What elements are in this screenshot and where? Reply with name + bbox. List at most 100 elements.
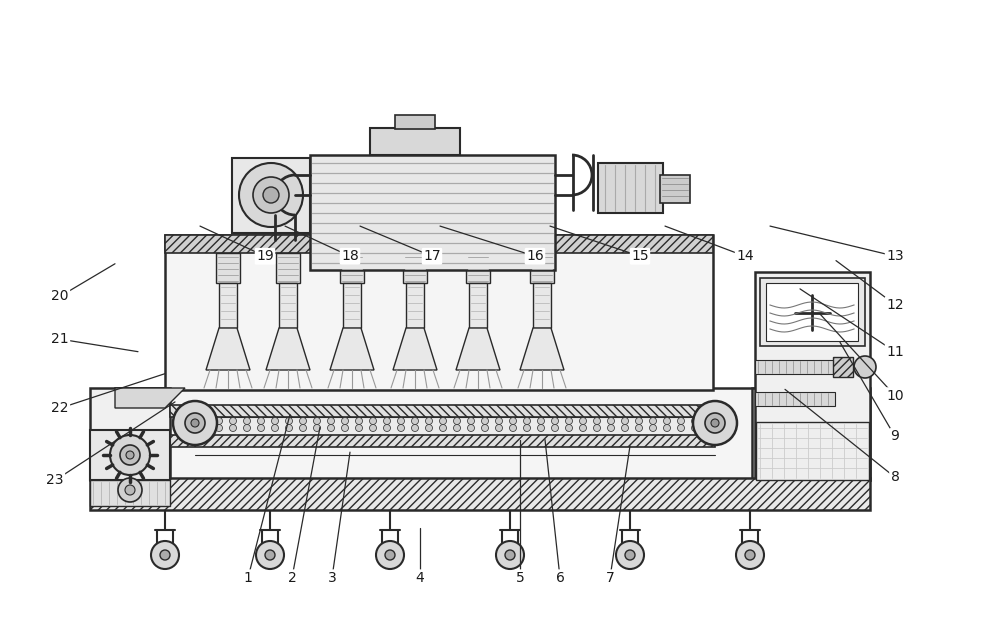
Bar bbox=[90, 480, 170, 506]
Circle shape bbox=[552, 425, 558, 431]
Bar bbox=[598, 163, 663, 213]
Circle shape bbox=[566, 425, 572, 431]
Circle shape bbox=[705, 413, 725, 433]
Circle shape bbox=[125, 485, 135, 495]
Circle shape bbox=[636, 418, 642, 425]
Bar bbox=[279, 283, 297, 328]
Circle shape bbox=[300, 425, 306, 431]
Text: 5: 5 bbox=[516, 571, 524, 585]
Text: 8: 8 bbox=[891, 470, 899, 484]
Text: 1: 1 bbox=[244, 571, 252, 585]
Circle shape bbox=[505, 550, 515, 560]
Circle shape bbox=[216, 418, 222, 425]
Circle shape bbox=[538, 425, 544, 431]
Circle shape bbox=[678, 418, 684, 425]
Bar bbox=[403, 253, 427, 283]
Circle shape bbox=[160, 550, 170, 560]
Circle shape bbox=[736, 541, 764, 569]
Bar bbox=[756, 422, 869, 480]
Circle shape bbox=[314, 425, 320, 431]
Circle shape bbox=[706, 425, 712, 431]
Circle shape bbox=[191, 419, 199, 427]
Bar bbox=[232, 158, 310, 233]
Circle shape bbox=[692, 425, 698, 431]
Circle shape bbox=[524, 418, 530, 425]
Circle shape bbox=[496, 541, 524, 569]
Circle shape bbox=[370, 425, 376, 431]
Circle shape bbox=[258, 425, 264, 431]
Circle shape bbox=[244, 425, 250, 431]
Circle shape bbox=[239, 163, 303, 227]
Bar bbox=[165, 235, 713, 253]
Circle shape bbox=[230, 425, 237, 431]
Circle shape bbox=[440, 418, 446, 425]
Circle shape bbox=[594, 425, 600, 431]
Circle shape bbox=[286, 418, 292, 425]
Circle shape bbox=[454, 418, 460, 425]
Circle shape bbox=[126, 451, 134, 459]
Circle shape bbox=[854, 356, 876, 378]
Polygon shape bbox=[206, 328, 250, 370]
Circle shape bbox=[118, 478, 142, 502]
Text: 14: 14 bbox=[736, 249, 754, 263]
Bar bbox=[755, 360, 835, 374]
Circle shape bbox=[616, 541, 644, 569]
Text: 15: 15 bbox=[631, 249, 649, 263]
Circle shape bbox=[496, 418, 503, 425]
Text: 20: 20 bbox=[51, 290, 69, 303]
Text: 13: 13 bbox=[886, 249, 904, 263]
Bar bbox=[310, 155, 555, 270]
Circle shape bbox=[625, 550, 635, 560]
Circle shape bbox=[384, 425, 390, 431]
Polygon shape bbox=[456, 328, 500, 370]
Circle shape bbox=[342, 418, 349, 425]
Bar bbox=[469, 283, 487, 328]
Bar bbox=[90, 478, 870, 510]
Text: 23: 23 bbox=[46, 474, 64, 487]
Bar bbox=[466, 253, 490, 283]
Circle shape bbox=[693, 401, 737, 445]
Circle shape bbox=[510, 425, 516, 431]
Circle shape bbox=[244, 418, 250, 425]
Circle shape bbox=[265, 550, 275, 560]
Circle shape bbox=[314, 418, 320, 425]
Bar bbox=[340, 253, 364, 283]
Circle shape bbox=[664, 418, 670, 425]
Circle shape bbox=[608, 418, 614, 425]
Text: 16: 16 bbox=[526, 249, 544, 263]
Circle shape bbox=[258, 418, 264, 425]
Circle shape bbox=[664, 425, 670, 431]
Circle shape bbox=[580, 425, 586, 431]
Circle shape bbox=[230, 418, 237, 425]
Bar bbox=[370, 128, 460, 155]
Circle shape bbox=[185, 413, 205, 433]
Circle shape bbox=[398, 418, 404, 425]
Circle shape bbox=[216, 425, 222, 431]
Circle shape bbox=[328, 425, 334, 431]
Bar bbox=[766, 283, 858, 341]
Text: 3: 3 bbox=[328, 571, 336, 585]
Circle shape bbox=[440, 425, 446, 431]
Circle shape bbox=[412, 418, 418, 425]
Circle shape bbox=[692, 418, 698, 425]
Bar bbox=[90, 430, 170, 480]
Text: 6: 6 bbox=[556, 571, 564, 585]
Bar bbox=[755, 392, 835, 406]
Circle shape bbox=[328, 418, 334, 425]
Circle shape bbox=[202, 425, 208, 431]
Bar bbox=[833, 357, 853, 377]
Bar bbox=[90, 388, 170, 480]
Bar bbox=[276, 253, 300, 283]
Circle shape bbox=[120, 445, 140, 465]
Circle shape bbox=[151, 541, 179, 569]
Circle shape bbox=[398, 425, 404, 431]
Circle shape bbox=[594, 418, 600, 425]
Circle shape bbox=[286, 425, 292, 431]
Circle shape bbox=[711, 419, 719, 427]
Circle shape bbox=[580, 418, 586, 425]
Circle shape bbox=[454, 425, 460, 431]
Circle shape bbox=[356, 418, 362, 425]
Bar bbox=[755, 272, 870, 480]
Text: 10: 10 bbox=[886, 389, 904, 403]
Circle shape bbox=[110, 435, 150, 475]
